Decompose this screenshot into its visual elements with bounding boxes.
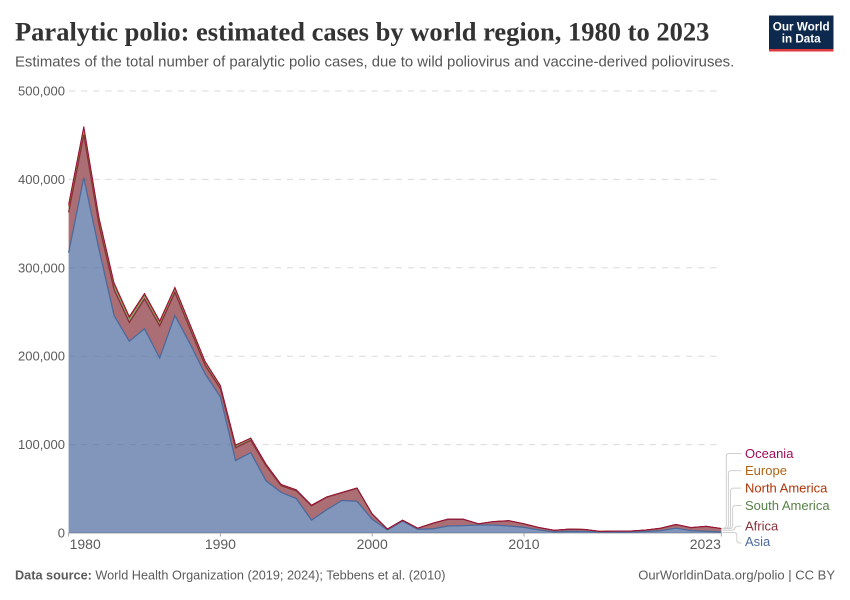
svg-text:2023: 2023 <box>690 536 721 552</box>
svg-text:1990: 1990 <box>205 536 236 552</box>
svg-text:1980: 1980 <box>70 536 101 552</box>
svg-text:100,000: 100,000 <box>18 437 65 452</box>
svg-text:Africa: Africa <box>745 518 779 533</box>
svg-text:Estimates of the total number: Estimates of the total number of paralyt… <box>15 55 734 71</box>
svg-text:200,000: 200,000 <box>18 349 65 364</box>
svg-text:Data source: World Health Orga: Data source: World Health Organization (… <box>15 569 445 583</box>
svg-text:0: 0 <box>58 526 65 541</box>
svg-text:Asia: Asia <box>745 534 771 549</box>
svg-text:North America: North America <box>745 481 828 496</box>
svg-text:Paralytic polio: estimated cas: Paralytic polio: estimated cases by worl… <box>15 16 709 46</box>
svg-text:Our World: Our World <box>773 21 830 34</box>
svg-text:2000: 2000 <box>357 536 388 552</box>
svg-text:500,000: 500,000 <box>18 84 65 99</box>
svg-text:South America: South America <box>745 498 830 513</box>
svg-text:in Data: in Data <box>782 33 821 46</box>
svg-text:OurWorldinData.org/polio | CC: OurWorldinData.org/polio | CC BY <box>638 568 835 583</box>
svg-text:Europe: Europe <box>745 463 787 478</box>
svg-text:300,000: 300,000 <box>18 260 65 275</box>
svg-text:2010: 2010 <box>508 536 539 552</box>
svg-text:Oceania: Oceania <box>745 446 794 461</box>
svg-text:400,000: 400,000 <box>18 172 65 187</box>
